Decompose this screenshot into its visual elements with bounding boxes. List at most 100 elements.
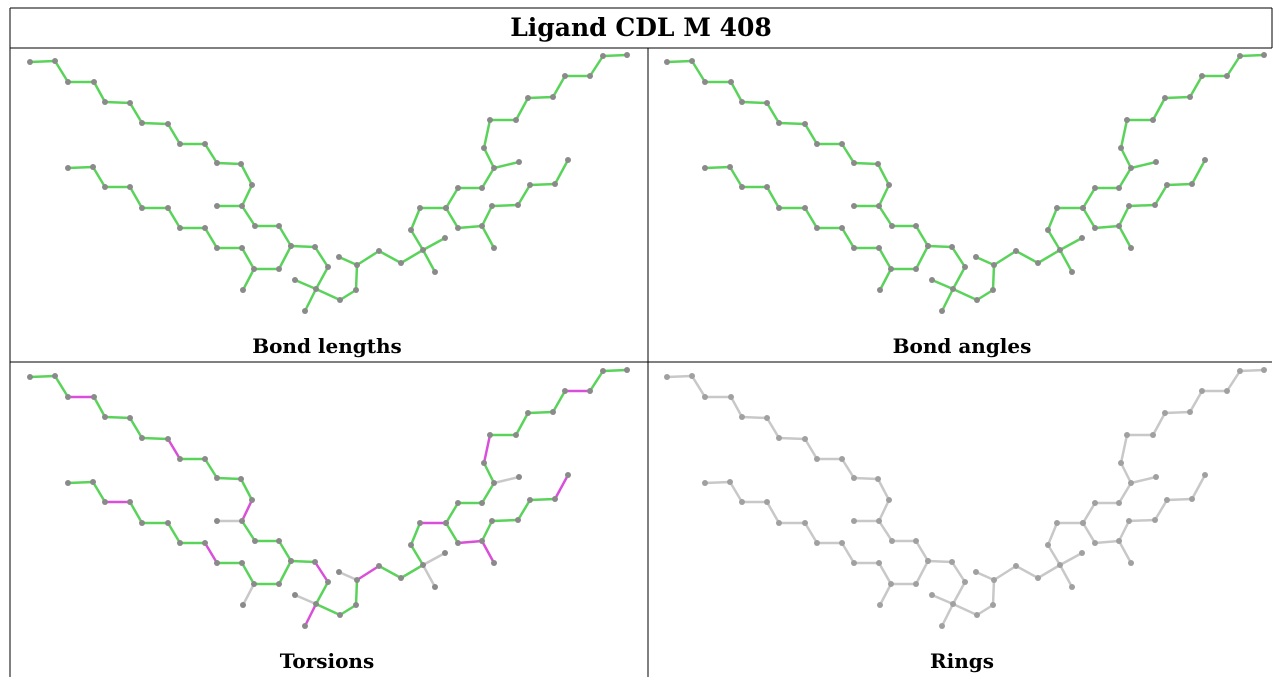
atom: [91, 79, 97, 85]
bond: [482, 461, 496, 485]
atom: [949, 244, 955, 250]
atom: [1162, 95, 1168, 101]
bond: [877, 519, 894, 543]
bond: [482, 433, 492, 465]
atom: [1261, 52, 1267, 58]
atom: [513, 432, 519, 438]
bond: [740, 100, 769, 105]
atom: [1116, 185, 1122, 191]
bond: [914, 224, 930, 248]
atom: [962, 579, 968, 585]
atom: [489, 203, 495, 209]
bond: [914, 539, 930, 563]
atom: [839, 141, 845, 147]
atom: [353, 602, 359, 608]
bond: [528, 497, 557, 502]
bond: [553, 158, 570, 186]
atom: [127, 100, 133, 106]
bond: [1093, 224, 1121, 230]
atom: [624, 52, 630, 58]
atom: [565, 472, 571, 478]
atom: [1199, 73, 1205, 79]
atom: [487, 117, 493, 123]
atom: [913, 581, 919, 587]
atom: [1224, 73, 1230, 79]
atom: [214, 160, 220, 166]
atom: [776, 120, 782, 126]
atom: [239, 518, 245, 524]
bond: [355, 249, 381, 267]
bond: [992, 249, 1018, 267]
atom: [1150, 432, 1156, 438]
atom: [1124, 117, 1130, 123]
atom: [455, 540, 461, 546]
atom: [587, 73, 593, 79]
bond: [421, 236, 447, 252]
atom: [1092, 500, 1098, 506]
atom: [177, 225, 183, 231]
bond: [103, 100, 132, 105]
atom: [728, 79, 734, 85]
bond: [553, 473, 570, 501]
atom: [876, 560, 882, 566]
bond: [840, 226, 856, 250]
bond: [354, 263, 359, 292]
atom: [202, 456, 208, 462]
bond: [91, 165, 107, 189]
bond: [1117, 539, 1133, 565]
bond: [690, 374, 707, 399]
bond: [128, 500, 144, 525]
atom: [479, 500, 485, 506]
bond: [991, 263, 996, 292]
molecule: [664, 52, 1267, 314]
atom: [127, 415, 133, 421]
bond: [166, 122, 182, 146]
bond: [140, 436, 170, 441]
atom: [177, 456, 183, 462]
atom: [177, 540, 183, 546]
bond: [66, 480, 95, 485]
atom: [420, 247, 426, 253]
bond: [1036, 563, 1062, 580]
bond: [729, 395, 744, 419]
atom: [417, 205, 423, 211]
bond: [456, 539, 484, 545]
atom: [802, 121, 808, 127]
bond: [950, 560, 967, 584]
atom: [27, 374, 33, 380]
bond: [1163, 410, 1192, 415]
bond: [1119, 461, 1133, 485]
bond: [914, 559, 930, 586]
atom: [312, 244, 318, 250]
bond: [482, 118, 492, 150]
atom: [886, 182, 892, 188]
atom: [127, 499, 133, 505]
atom: [102, 99, 108, 105]
bond: [588, 369, 605, 393]
atom: [292, 277, 298, 283]
bond: [514, 96, 530, 122]
atom: [1153, 474, 1159, 480]
bond: [914, 244, 930, 271]
bond: [1190, 158, 1207, 186]
atom: [455, 185, 461, 191]
bond: [840, 142, 856, 165]
atom: [525, 95, 531, 101]
atom: [337, 612, 343, 618]
bond: [516, 498, 532, 522]
atom: [877, 602, 883, 608]
bond: [601, 368, 629, 373]
atom: [1054, 205, 1060, 211]
bond: [803, 206, 819, 230]
atom: [202, 540, 208, 546]
atom: [929, 277, 935, 283]
atom: [739, 414, 745, 420]
atom: [288, 558, 294, 564]
atom: [202, 225, 208, 231]
bond: [1081, 206, 1097, 230]
atom: [925, 243, 931, 249]
atom: [525, 410, 531, 416]
atom: [165, 205, 171, 211]
atom: [814, 225, 820, 231]
atom: [1189, 496, 1195, 502]
